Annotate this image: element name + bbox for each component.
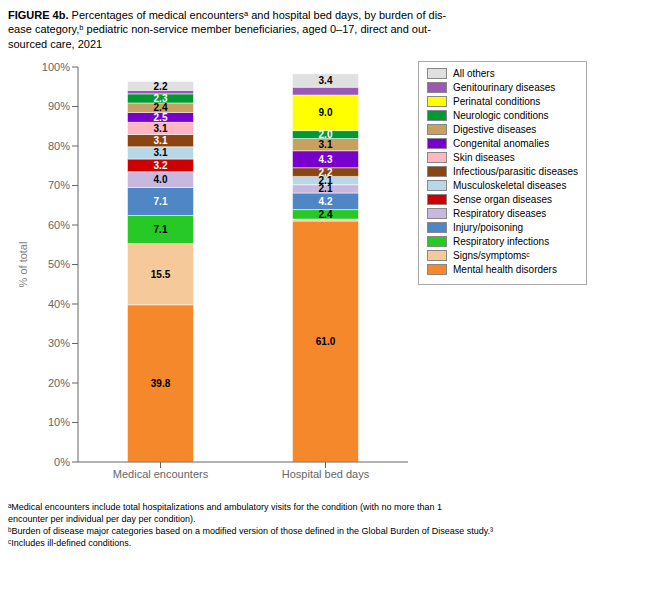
svg-text:2.5: 2.5	[154, 112, 168, 123]
svg-text:30%: 30%	[48, 337, 70, 349]
html-text:Signs/symptomsᶜ: Signs/symptomsᶜ	[453, 249, 530, 261]
svg-text:0%: 0%	[54, 456, 70, 468]
svg-text:4.2: 4.2	[319, 196, 333, 207]
svg-text:2.4: 2.4	[153, 102, 168, 114]
svg-text:3.1: 3.1	[154, 135, 168, 146]
html-text:All others: All others	[453, 67, 495, 79]
html-text:Respiratory diseases: Respiratory diseases	[453, 207, 547, 219]
svg-text:% of total: % of total	[17, 241, 29, 287]
html-text:Genitourinary diseases: Genitourinary diseases	[453, 81, 556, 93]
svg-text:2.4: 2.4	[319, 209, 333, 220]
svg-text:2.1: 2.1	[318, 183, 333, 195]
html-text:Digestive diseases: Digestive diseases	[453, 123, 537, 135]
svg-text:Hospital bed days: Hospital bed days	[282, 468, 370, 480]
svg-text:70%: 70%	[48, 179, 70, 191]
svg-text:3.2: 3.2	[154, 160, 168, 171]
html-text:Neurologic conditions: Neurologic conditions	[453, 109, 549, 121]
svg-text:90%: 90%	[48, 100, 70, 112]
svg-text:2.1: 2.1	[318, 175, 333, 186]
svg-text:3.1: 3.1	[154, 123, 168, 134]
html-text:ᵇBurden of disease major categ: ᵇBurden of disease major categories base…	[8, 526, 493, 537]
svg-text:10%: 10%	[48, 416, 70, 428]
html-text:Respiratory infections: Respiratory infections	[453, 235, 550, 247]
svg-text:80%: 80%	[48, 140, 70, 152]
html-text:Congenital anomalies: Congenital anomalies	[453, 137, 550, 149]
html-text:ᵃMedical encounters include to: ᵃMedical encounters include total hospit…	[8, 501, 443, 524]
svg-text:3.1: 3.1	[154, 147, 168, 158]
svg-text:2.2: 2.2	[154, 80, 168, 91]
svg-text:15.5: 15.5	[151, 269, 171, 280]
svg-text:3.4: 3.4	[319, 75, 333, 86]
html-text:FIGURE 4b. Percentages of medi: FIGURE 4b. Percentages of medical encoun…	[8, 9, 447, 50]
svg-text:4.0: 4.0	[154, 174, 168, 185]
svg-text:100%: 100%	[42, 61, 70, 73]
html-text:Injury/poisoning: Injury/poisoning	[453, 221, 523, 233]
svg-text:39.8: 39.8	[151, 378, 171, 389]
html-text:Skin diseases: Skin diseases	[453, 151, 515, 163]
html-text:ᶜIncludes ill-defined conditio: ᶜIncludes ill-defined conditions.	[8, 538, 132, 549]
svg-text:61.0: 61.0	[316, 336, 336, 347]
html-text:Musculoskeletal diseases: Musculoskeletal diseases	[453, 179, 567, 191]
svg-text:60%: 60%	[48, 219, 70, 231]
svg-text:20%: 20%	[48, 377, 70, 389]
html-text:Mental health disorders: Mental health disorders	[453, 263, 557, 275]
html-text:Perinatal conditions: Perinatal conditions	[453, 95, 541, 107]
svg-text:7.1: 7.1	[154, 224, 168, 235]
svg-text:50%: 50%	[48, 258, 70, 270]
svg-text:7.1: 7.1	[154, 196, 168, 207]
svg-text:40%: 40%	[48, 298, 70, 310]
html-text:Sense organ diseases: Sense organ diseases	[453, 193, 552, 205]
svg-text:2.2: 2.2	[319, 167, 333, 178]
html-text:Infectious/parasitic diseases: Infectious/parasitic diseases	[453, 165, 579, 177]
svg-text:2.0: 2.0	[319, 129, 333, 140]
svg-text:9.0: 9.0	[319, 107, 333, 118]
svg-text:4.3: 4.3	[319, 154, 333, 165]
svg-text:3.1: 3.1	[319, 139, 333, 150]
svg-text:Medical encounters: Medical encounters	[113, 468, 209, 480]
svg-text:2.3: 2.3	[154, 93, 168, 104]
